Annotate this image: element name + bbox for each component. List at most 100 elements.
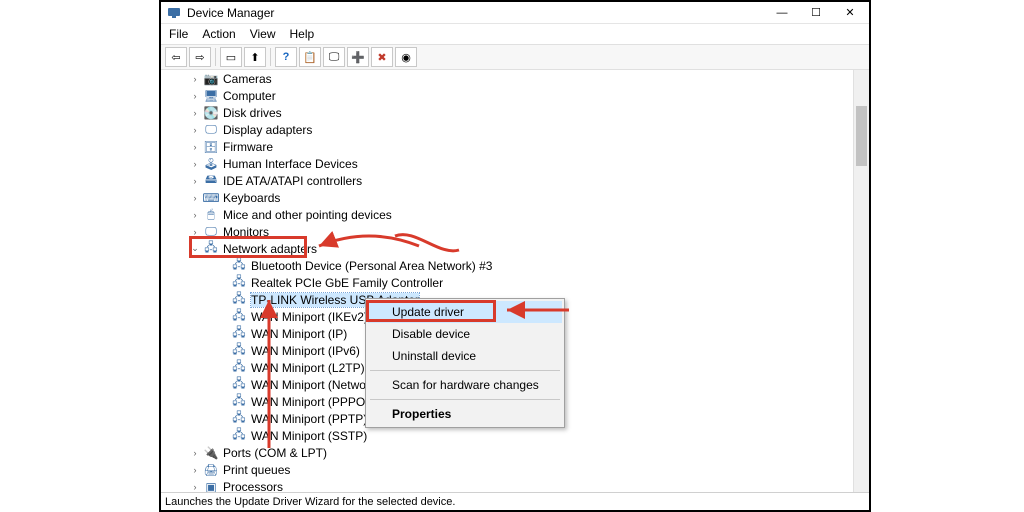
update-driver-button[interactable]: ◉ — [395, 47, 417, 67]
tree-item-label: Realtek PCIe GbE Family Controller — [251, 276, 443, 290]
tree-item[interactable]: ›💽 Disk drives — [161, 104, 853, 121]
device-icon: 🖱 — [203, 208, 219, 222]
menu-help[interactable]: Help — [290, 27, 315, 41]
device-icon: 🖧 — [231, 412, 247, 426]
tree-item-label: Bluetooth Device (Personal Area Network)… — [251, 259, 492, 273]
device-icon: 🖥 — [203, 89, 219, 103]
uninstall-button[interactable]: ✖ — [371, 47, 393, 67]
menu-separator — [370, 370, 560, 371]
expander-icon[interactable]: › — [189, 141, 201, 153]
tree-item-label: Human Interface Devices — [223, 157, 358, 171]
devices-button[interactable]: ⬆ — [244, 47, 266, 67]
tree-item-label: Computer — [223, 89, 276, 103]
expander-icon — [217, 277, 229, 289]
menu-bar: File Action View Help — [161, 24, 869, 44]
tree-item[interactable]: ›📷Cameras — [161, 70, 853, 87]
device-tree[interactable]: ›📷Cameras›🖥Computer›💽Disk drives›🖵Displa… — [161, 70, 853, 492]
expander-icon — [217, 379, 229, 391]
tree-item-label: Disk drives — [223, 106, 282, 120]
tree-item[interactable]: ⌄🖧Network adapters — [161, 240, 853, 257]
tree-item[interactable]: ›▣Processors — [161, 478, 853, 492]
expander-icon[interactable]: › — [189, 124, 201, 136]
tree-item-label: Keyboards — [223, 191, 280, 205]
properties-button[interactable]: 📋 — [299, 47, 321, 67]
add-hardware-button[interactable]: ➕ — [347, 47, 369, 67]
tree-item[interactable]: ›🖨Print queues — [161, 461, 853, 478]
expander-icon[interactable]: › — [189, 209, 201, 221]
device-icon: 🗄 — [203, 140, 219, 154]
close-button[interactable]: ✕ — [833, 3, 867, 23]
device-icon: ⌨ — [203, 191, 219, 205]
tree-item[interactable]: ›🖵 Display adapters — [161, 121, 853, 138]
device-icon: 🖧 — [231, 429, 247, 443]
menu-item[interactable]: Properties — [368, 403, 562, 425]
show-hidden-button[interactable]: ▭ — [220, 47, 242, 67]
expander-icon — [217, 362, 229, 374]
menu-item[interactable]: Disable device — [368, 323, 562, 345]
tree-item-label: Display adapters — [223, 123, 312, 137]
tree-item-label: Ports (COM & LPT) — [223, 446, 327, 460]
nav-forward-button[interactable]: ⇨ — [189, 47, 211, 67]
tree-item[interactable]: 🖧Bluetooth Device (Personal Area Network… — [161, 257, 853, 274]
tree-item[interactable]: ›🖴 IDE ATA/ATAPI controllers — [161, 172, 853, 189]
toolbar-separator — [270, 48, 271, 66]
tree-item-label: Processors — [223, 480, 283, 493]
expander-icon[interactable]: › — [189, 192, 201, 204]
help-button[interactable]: ? — [275, 47, 297, 67]
tree-item[interactable]: ›⌨ Keyboards — [161, 189, 853, 206]
tree-item-label: WAN Miniport (SSTP) — [251, 429, 367, 443]
device-icon: 🖵 — [203, 225, 219, 239]
device-icon: 🖵 — [203, 123, 219, 137]
expander-icon[interactable]: › — [189, 481, 201, 493]
tree-item[interactable]: ›🖵Monitors — [161, 223, 853, 240]
expander-icon[interactable]: › — [189, 73, 201, 85]
device-icon: 🖧 — [231, 310, 247, 324]
tree-item-label: Mice and other pointing devices — [223, 208, 392, 222]
menu-item[interactable]: Scan for hardware changes — [368, 374, 562, 396]
expander-icon[interactable]: › — [189, 90, 201, 102]
device-icon: 🖧 — [203, 242, 219, 256]
expander-icon[interactable]: › — [189, 226, 201, 238]
maximize-button[interactable]: ☐ — [799, 3, 833, 23]
expander-icon[interactable]: › — [189, 464, 201, 476]
nav-back-button[interactable]: ⇦ — [165, 47, 187, 67]
tree-item[interactable]: 🖧Realtek PCIe GbE Family Controller — [161, 274, 853, 291]
menu-view[interactable]: View — [250, 27, 276, 41]
expander-icon[interactable]: › — [189, 447, 201, 459]
tree-item-label: Print queues — [223, 463, 290, 477]
tree-item-label: Cameras — [223, 72, 272, 86]
toolbar: ⇦ ⇨ ▭ ⬆ ? 📋 🖵 ➕ ✖ ◉ — [161, 44, 869, 70]
device-manager-window: Device Manager — ☐ ✕ File Action View He… — [159, 0, 871, 512]
menu-item[interactable]: Update driver — [368, 301, 562, 323]
tree-item-label: WAN Miniport (IKEv2) — [251, 310, 368, 324]
scrollbar-thumb[interactable] — [856, 106, 867, 166]
tree-item-label: IDE ATA/ATAPI controllers — [223, 174, 362, 188]
expander-icon[interactable]: › — [189, 158, 201, 170]
device-icon: 💽 — [203, 106, 219, 120]
expander-icon — [217, 260, 229, 272]
device-icon: 🖴 — [203, 174, 219, 188]
menu-file[interactable]: File — [169, 27, 188, 41]
tree-item-label: WAN Miniport (IP) — [251, 327, 347, 341]
tree-item[interactable]: 🖧 WAN Miniport (SSTP) — [161, 427, 853, 444]
expander-icon[interactable]: › — [189, 175, 201, 187]
tree-item-label: WAN Miniport (L2TP) — [251, 361, 365, 375]
window-title: Device Manager — [187, 6, 765, 20]
device-icon: 🔌 — [203, 446, 219, 460]
device-icon: 🖧 — [231, 327, 247, 341]
app-icon — [167, 6, 181, 20]
device-icon: 🖧 — [231, 361, 247, 375]
vertical-scrollbar[interactable] — [853, 70, 869, 492]
expander-icon[interactable]: ⌄ — [189, 243, 201, 255]
tree-item[interactable]: ›🖱 Mice and other pointing devices — [161, 206, 853, 223]
tree-item[interactable]: ›🖥 Computer — [161, 87, 853, 104]
tree-item[interactable]: ›🕹Human Interface Devices — [161, 155, 853, 172]
expander-icon[interactable]: › — [189, 107, 201, 119]
menu-action[interactable]: Action — [202, 27, 235, 41]
scan-button[interactable]: 🖵 — [323, 47, 345, 67]
menu-item[interactable]: Uninstall device — [368, 345, 562, 367]
device-icon: 🖧 — [231, 378, 247, 392]
minimize-button[interactable]: — — [765, 3, 799, 23]
tree-item[interactable]: ›🗄Firmware — [161, 138, 853, 155]
tree-item[interactable]: ›🔌 Ports (COM & LPT) — [161, 444, 853, 461]
